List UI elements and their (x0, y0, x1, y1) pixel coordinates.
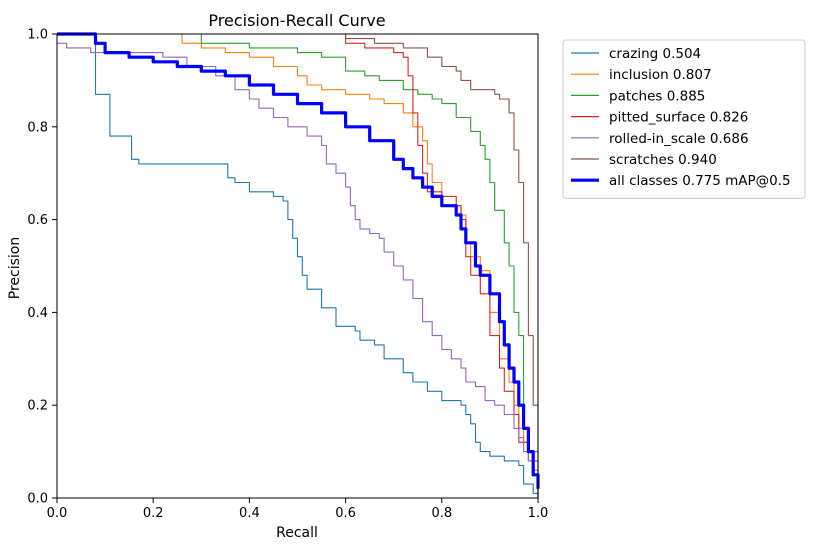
plot-background (57, 34, 538, 498)
y-axis-label: Precision (7, 237, 23, 299)
series-line-crazing (57, 33, 539, 498)
plot-area (57, 34, 538, 498)
x-tick-label: 0.8 (431, 506, 452, 521)
legend-label: inclusion 0.807 (609, 67, 712, 83)
legend-label: all classes 0.775 mAP@0.5 (609, 173, 791, 189)
x-tick-label: 0.4 (239, 506, 260, 521)
legend-label: crazing 0.504 (609, 46, 701, 62)
x-axis-label: Recall (276, 525, 318, 541)
series-line-patches (148, 33, 539, 498)
y-tick-label: 0.8 (27, 120, 48, 135)
y-tick-label: 1.0 (27, 28, 48, 43)
legend-label: rolled-in_scale 0.686 (609, 131, 749, 147)
axes-frame (56, 33, 539, 499)
legend-label: patches 0.885 (609, 88, 705, 104)
axes-layer: 0.0 0.2 0.4 0.6 0.8 1.0 0.0 0.2 0.4 0.6 0.8 1.0 (27, 28, 548, 522)
legend-label: pitted_surface 0.826 (609, 110, 748, 126)
series-layer (57, 32, 540, 498)
legend-box (562, 39, 806, 199)
series-line-inclusion (177, 33, 539, 498)
legend: crazing 0.504 inclusion 0.807 patches 0.88… (562, 39, 806, 199)
chart-title: Precision-Recall Curve (208, 11, 385, 30)
y-tick-label: 0.6 (27, 213, 48, 228)
series-line-scratches (186, 33, 539, 498)
y-tick-label: 0.2 (27, 399, 48, 414)
y-tick-label: 0.4 (27, 306, 48, 321)
series-line-pitted-surface (182, 33, 539, 498)
series-line-all-classes (57, 32, 540, 489)
x-tick-label: 1.0 (528, 506, 549, 521)
x-tick-label: 0.0 (47, 506, 68, 521)
x-tick-label: 0.6 (335, 506, 356, 521)
legend-label: scratches 0.940 (609, 152, 717, 168)
x-tick-label: 0.2 (143, 506, 164, 521)
y-tick-label: 0.0 (27, 492, 48, 507)
